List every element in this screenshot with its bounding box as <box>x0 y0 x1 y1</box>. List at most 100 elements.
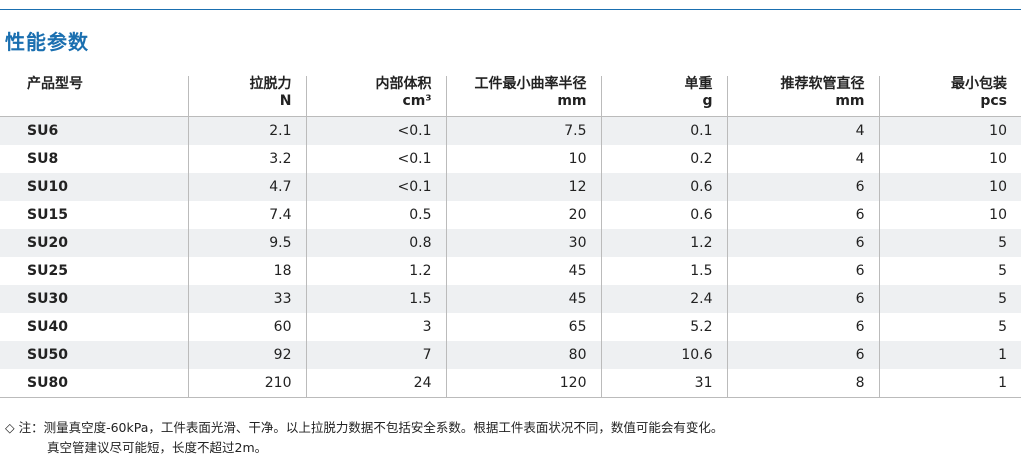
cell-min-curvature-radius: 12 <box>445 173 601 201</box>
header-unit: N <box>279 93 292 109</box>
cell-unit-weight: 5.2 <box>600 313 727 341</box>
cell-pull-force: 3.2 <box>187 145 306 173</box>
header-model: 产品型号 <box>0 76 188 117</box>
cell-unit-weight: 0.1 <box>600 116 727 145</box>
cell-min-package: 1 <box>878 369 1021 398</box>
cell-unit-weight: 0.2 <box>600 145 727 173</box>
cell-pull-force: 9.5 <box>187 229 306 257</box>
table-row: SU8 3.2 <0.1 10 0.2 4 10 <box>0 145 1021 173</box>
cell-hose-diameter: 4 <box>726 116 879 145</box>
header-row: 产品型号 拉脱力 N 内部体积 cm³ 工件最小曲率半径 mm 单重 g 推荐软… <box>0 76 1021 117</box>
cell-model: SU15 <box>27 207 68 223</box>
cell-hose-diameter: 8 <box>726 369 879 398</box>
cell-min-package: 10 <box>878 145 1021 173</box>
cell-min-curvature-radius: 45 <box>445 257 601 285</box>
header-min-curvature-radius: 工件最小曲率半径 mm <box>445 76 601 117</box>
header-hose-diameter: 推荐软管直径 mm <box>726 76 879 117</box>
header-unit: mm <box>557 93 587 109</box>
header-label: 单重 <box>684 76 713 92</box>
cell-model: SU10 <box>0 173 188 201</box>
cell-internal-volume: <0.1 <box>305 145 446 173</box>
cell-pull-force: 4.7 <box>187 173 306 201</box>
cell-internal-volume: 0.8 <box>305 229 446 257</box>
cell-min-curvature-radius: 30 <box>445 229 601 257</box>
table-row: SU6 2.1 <0.1 7.5 0.1 4 10 <box>0 116 1021 145</box>
header-unit-weight: 单重 g <box>600 76 727 117</box>
header-label: 推荐软管直径 <box>780 76 865 92</box>
header-label: 拉脱力 <box>249 76 292 92</box>
cell-unit-weight: 31 <box>600 369 727 398</box>
header-label: 最小包装 <box>951 76 1007 92</box>
cell-min-package: 5 <box>878 285 1021 313</box>
cell-pull-force: 210 <box>187 369 306 398</box>
cell-pull-force: 7.4 <box>187 201 306 229</box>
cell-unit-weight: 1.5 <box>600 257 727 285</box>
cell-model: SU25 <box>27 263 68 279</box>
cell-hose-diameter: 6 <box>726 229 879 257</box>
table-row: SU30 33 1.5 45 2.4 6 5 <box>0 285 1021 313</box>
header-label: 内部体积 <box>375 76 432 92</box>
cell-min-package: 10 <box>878 173 1021 201</box>
cell-min-curvature-radius: 10 <box>445 145 601 173</box>
cell-min-package: 5 <box>878 229 1021 257</box>
cell-internal-volume: 3 <box>305 313 446 341</box>
top-divider <box>0 9 1021 10</box>
header-unit: g <box>702 93 713 109</box>
cell-min-curvature-radius: 65 <box>445 313 601 341</box>
cell-min-package: 10 <box>878 116 1021 145</box>
header-unit: mm <box>835 93 865 109</box>
cell-min-curvature-radius: 20 <box>445 201 601 229</box>
cell-model: SU50 <box>0 341 188 369</box>
cell-internal-volume: <0.1 <box>305 173 446 201</box>
cell-min-curvature-radius: 45 <box>445 285 601 313</box>
table-row: SU80 210 24 120 31 8 1 <box>0 369 1021 398</box>
cell-min-package: 10 <box>878 201 1021 229</box>
cell-min-package: 5 <box>878 257 1021 285</box>
cell-model: SU6 <box>0 116 188 145</box>
cell-model: SU8 <box>27 151 59 167</box>
table-row: SU20 9.5 0.8 30 1.2 6 5 <box>0 229 1021 257</box>
cell-model: SU40 <box>27 319 68 335</box>
footnote: ◇ 注：测量真空度-60kPa，工件表面光滑、干净。以上拉脱力数据不包括安全系数… <box>5 418 723 458</box>
cell-pull-force: 33 <box>187 285 306 313</box>
cell-pull-force: 92 <box>187 341 306 369</box>
cell-internal-volume: <0.1 <box>305 116 446 145</box>
header-min-package: 最小包装 pcs <box>878 76 1021 117</box>
cell-model: SU20 <box>0 229 188 257</box>
cell-internal-volume: 1.5 <box>305 285 446 313</box>
table-row: SU25 18 1.2 45 1.5 6 5 <box>0 257 1021 285</box>
cell-model: SU80 <box>0 369 188 398</box>
cell-hose-diameter: 6 <box>726 173 879 201</box>
table-body: SU6 2.1 <0.1 7.5 0.1 4 10 SU8 3.2 <0.1 1… <box>0 116 1021 398</box>
spec-table: 产品型号 拉脱力 N 内部体积 cm³ 工件最小曲率半径 mm 单重 g 推荐软… <box>0 76 1021 398</box>
cell-model: SU30 <box>0 285 188 313</box>
cell-hose-diameter: 6 <box>726 313 879 341</box>
header-internal-volume: 内部体积 cm³ <box>305 76 446 117</box>
cell-internal-volume: 0.5 <box>305 201 446 229</box>
header-unit: cm³ <box>402 93 432 109</box>
section-title: 性能参数 <box>5 30 89 54</box>
cell-pull-force: 18 <box>187 257 306 285</box>
cell-min-curvature-radius: 120 <box>445 369 601 398</box>
table-row: SU15 7.4 0.5 20 0.6 6 10 <box>0 201 1021 229</box>
cell-unit-weight: 0.6 <box>600 201 727 229</box>
cell-hose-diameter: 6 <box>726 285 879 313</box>
header-label: 工件最小曲率半径 <box>474 76 587 92</box>
table-row: SU50 92 7 80 10.6 6 1 <box>0 341 1021 369</box>
cell-unit-weight: 2.4 <box>600 285 727 313</box>
table-row: SU10 4.7 <0.1 12 0.6 6 10 <box>0 173 1021 201</box>
header-pull-force: 拉脱力 N <box>187 76 306 117</box>
cell-internal-volume: 24 <box>305 369 446 398</box>
cell-unit-weight: 1.2 <box>600 229 727 257</box>
cell-unit-weight: 0.6 <box>600 173 727 201</box>
cell-unit-weight: 10.6 <box>600 341 727 369</box>
cell-min-package: 1 <box>878 341 1021 369</box>
cell-min-package: 5 <box>878 313 1021 341</box>
cell-pull-force: 2.1 <box>187 116 306 145</box>
cell-hose-diameter: 4 <box>726 145 879 173</box>
table-row: SU40 60 3 65 5.2 6 5 <box>0 313 1021 341</box>
header-label: 产品型号 <box>27 76 83 92</box>
cell-internal-volume: 7 <box>305 341 446 369</box>
cell-min-curvature-radius: 7.5 <box>445 116 601 145</box>
footnote-line: ◇ 注：测量真空度-60kPa，工件表面光滑、干净。以上拉脱力数据不包括安全系数… <box>5 420 724 435</box>
